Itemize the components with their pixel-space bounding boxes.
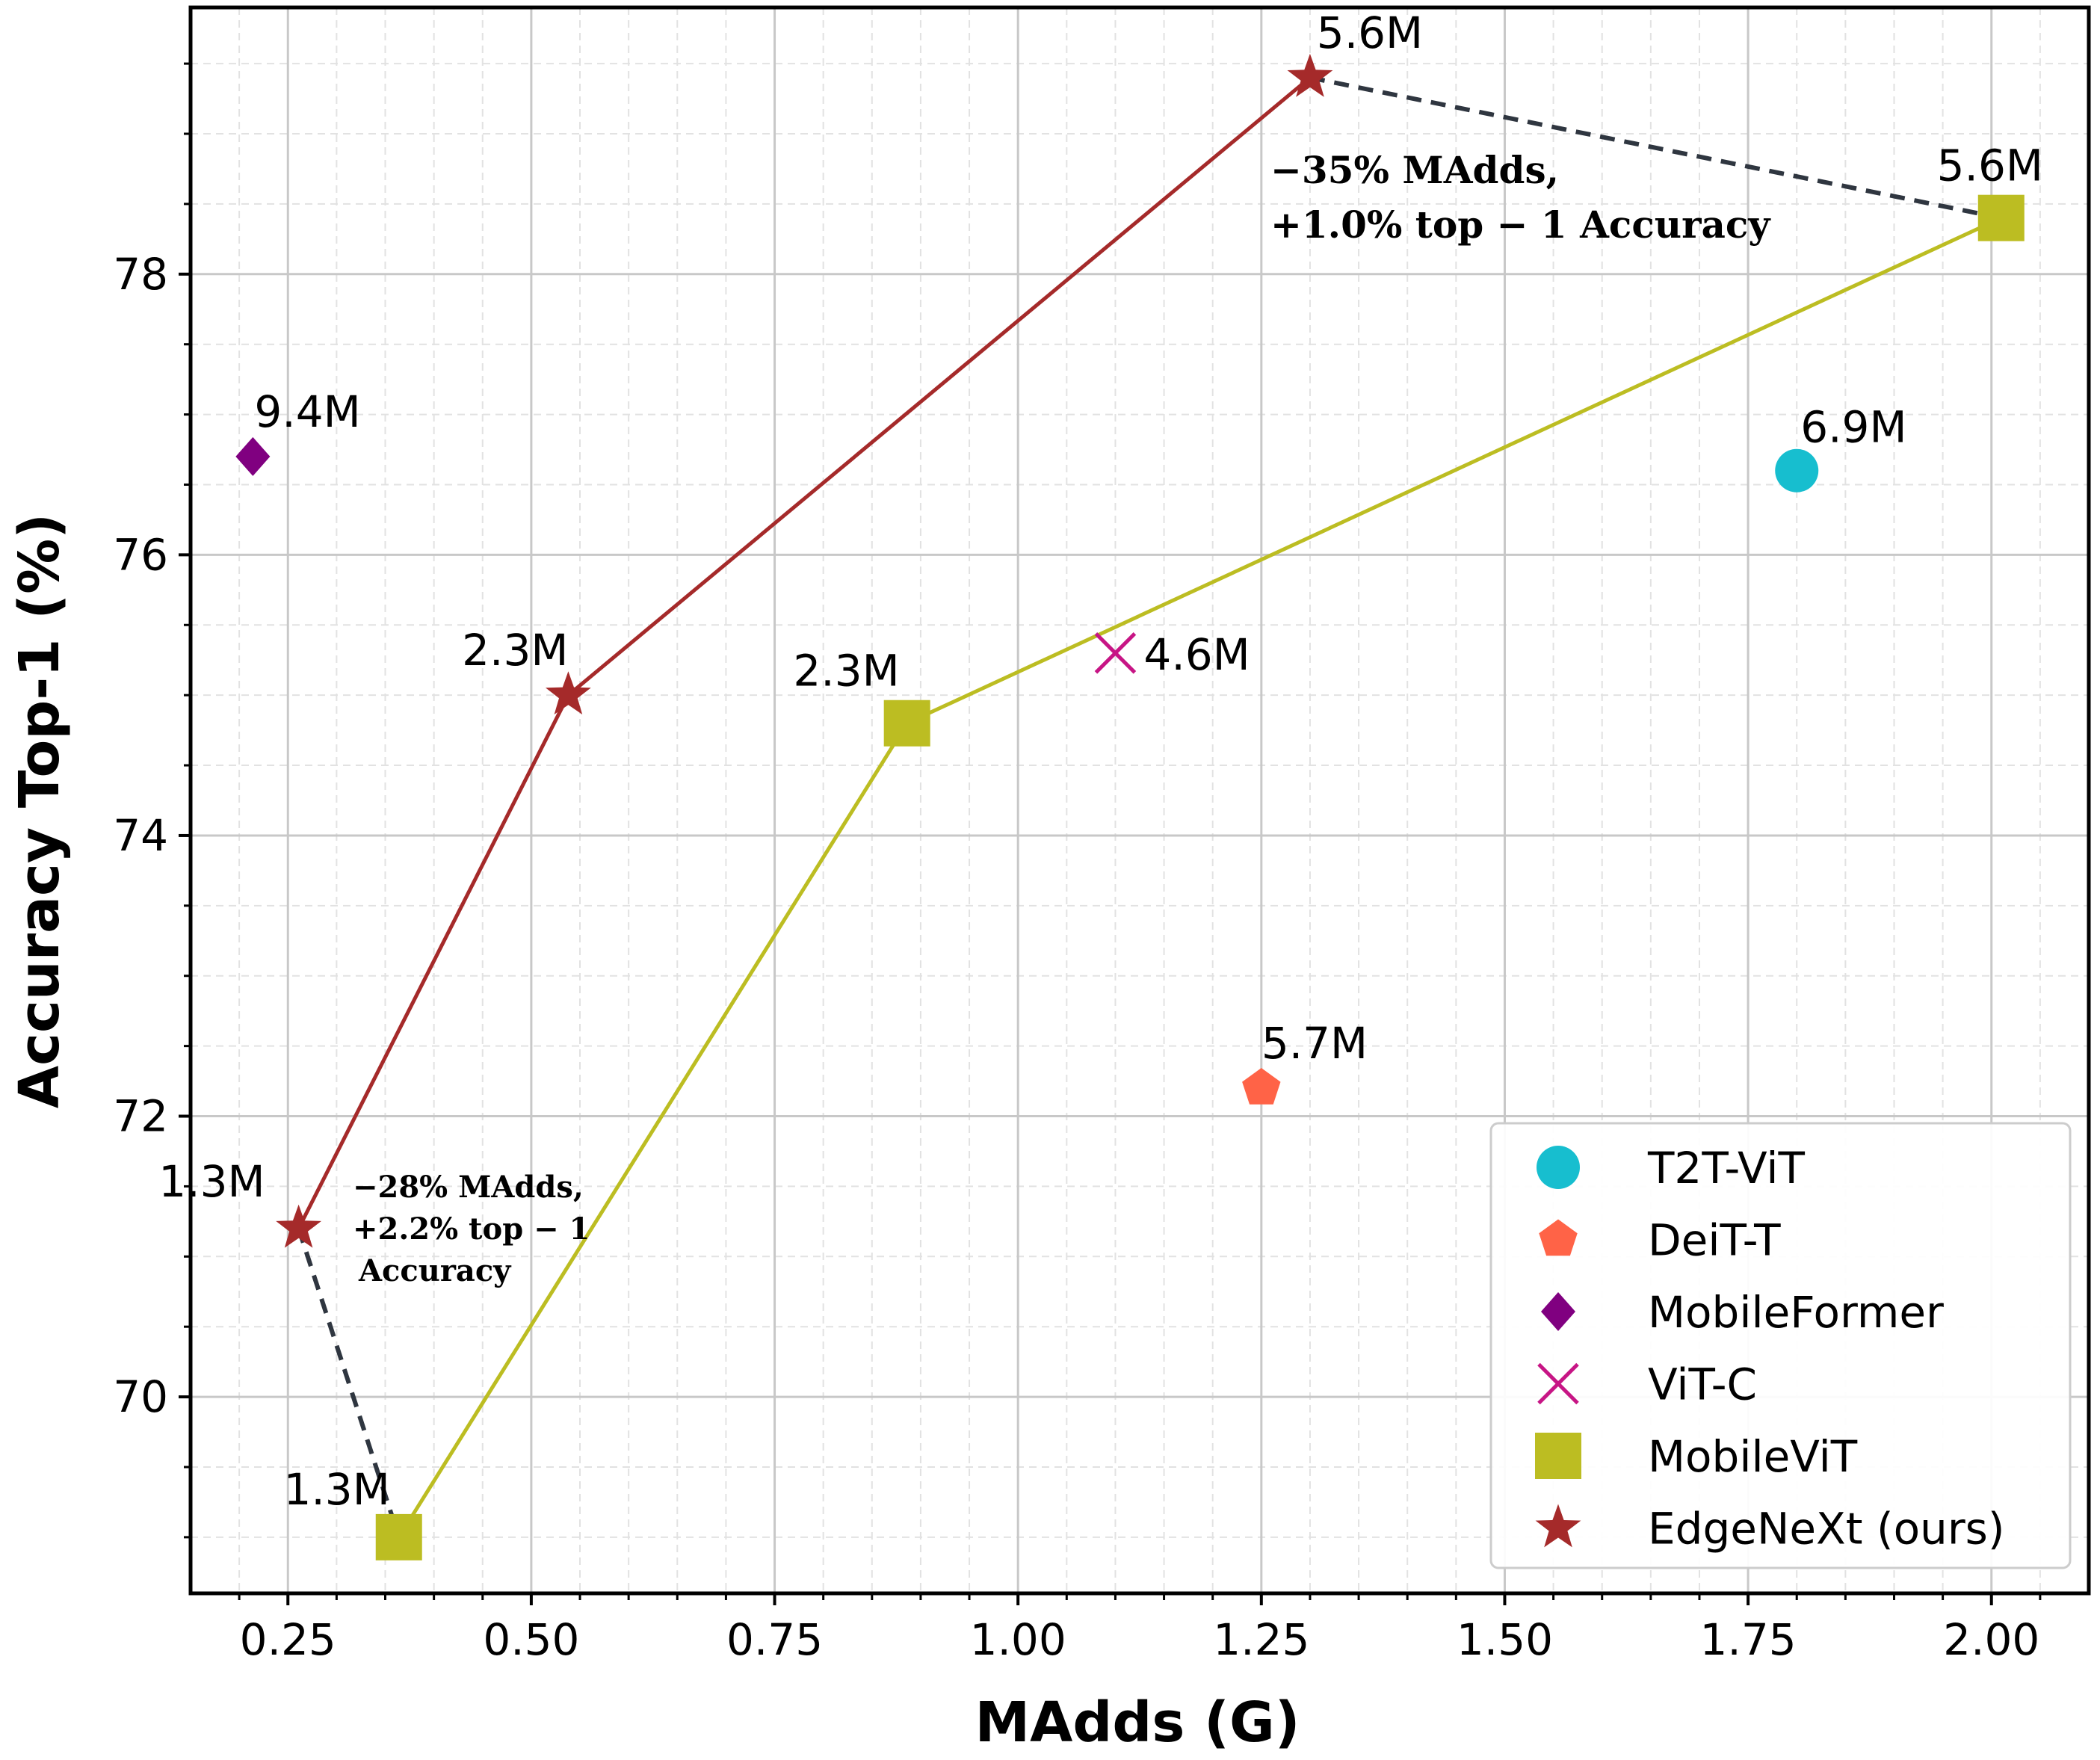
marker-star <box>1287 53 1333 97</box>
marker-star <box>1535 1504 1581 1548</box>
point-label: 5.7M <box>1261 1018 1368 1069</box>
legend-label: EdgeNeXt (ours) <box>1648 1504 2005 1554</box>
legend: T2T-ViT DeiT-T MobileFormer ViT-C MobileViT E… <box>1489 1122 2072 1569</box>
point-label: 2.3M <box>462 625 568 676</box>
major-grid <box>191 7 2089 1593</box>
legend-label: ViT-C <box>1648 1359 1757 1410</box>
legend-label: MobileViT <box>1648 1431 1858 1482</box>
x-tick-label: 0.75 <box>726 1614 823 1665</box>
legend-label: MobileFormer <box>1648 1287 1944 1338</box>
x-axis-ticks: 0.25 0.50 0.75 1.00 1.25 1.50 1.75 2.00 <box>238 1593 2042 1665</box>
point-label: 6.9M <box>1800 402 1906 453</box>
legend-label: T2T-ViT <box>1647 1143 1805 1194</box>
comparison-lines <box>296 75 2002 1538</box>
x-tick-label: 0.25 <box>240 1614 336 1665</box>
comparison-dashed-line <box>296 1227 401 1538</box>
annotation-line: +2.2% top − 1 <box>353 1211 590 1247</box>
x-tick-label: 2.00 <box>1943 1614 2039 1665</box>
annotation-top-right: −35% MAdds, +1.0% top − 1 Accuracy <box>1270 148 1771 247</box>
legend-box <box>1489 1122 2072 1569</box>
marker-square <box>1977 194 2025 241</box>
legend-label: DeiT-T <box>1648 1215 1781 1266</box>
annotation-line: −28% MAdds, <box>353 1170 584 1205</box>
marker-star <box>546 671 591 714</box>
point-label: 5.6M <box>1317 7 1423 58</box>
plot-frame <box>188 5 2091 1596</box>
marker-star <box>276 1204 321 1248</box>
marker-x-stroke <box>1537 1362 1579 1405</box>
marker-circle <box>1775 448 1819 493</box>
marker-square <box>375 1513 422 1560</box>
marker-x <box>1537 1362 1579 1405</box>
x-tick-label: 0.50 <box>483 1614 579 1665</box>
annotation-line: Accuracy <box>358 1253 512 1288</box>
point-label: 1.3M <box>158 1156 265 1207</box>
y-axis-title: Accuracy Top-1 (%) <box>7 513 72 1108</box>
marker-x <box>1094 632 1137 674</box>
axes-border <box>188 5 2091 1596</box>
y-tick-label: 74 <box>113 810 168 861</box>
marker-square <box>883 700 930 747</box>
marker-diamond <box>235 436 271 476</box>
y-tick-label: 72 <box>113 1091 168 1142</box>
point-label: 9.4M <box>254 386 360 437</box>
marker-square <box>1535 1433 1581 1479</box>
marker-pentagon <box>1539 1219 1578 1256</box>
y-axis-ticks: 70 72 74 76 78 <box>113 62 191 1539</box>
point-label: 1.3M <box>283 1464 389 1515</box>
point-label: 4.6M <box>1143 629 1250 680</box>
annotation-line: −35% MAdds, <box>1270 148 1559 192</box>
marker-circle <box>1537 1146 1580 1189</box>
point-labels: 6.9M 5.7M 9.4M 4.6M 1.3M 2.3M 5.6M 1.3M 2.3M 5.6M <box>158 7 2043 1515</box>
point-label: 2.3M <box>793 646 899 697</box>
marker-diamond <box>1541 1292 1575 1331</box>
data-markers <box>235 53 2025 1560</box>
annotation-line: +1.0% top − 1 Accuracy <box>1270 203 1771 247</box>
comparison-dashed-line <box>1309 75 2002 220</box>
point-label: 5.6M <box>1937 141 2043 191</box>
y-tick-label: 70 <box>113 1371 168 1422</box>
marker-x-stroke <box>1094 632 1137 674</box>
annotation-bottom-left: −28% MAdds, +2.2% top − 1 Accuracy <box>353 1170 590 1288</box>
x-tick-label: 1.75 <box>1700 1614 1797 1665</box>
x-tick-label: 1.25 <box>1213 1614 1309 1665</box>
x-tick-label: 1.00 <box>970 1614 1066 1665</box>
marker-pentagon <box>1242 1068 1281 1105</box>
x-axis-title: MAdds (G) <box>975 1690 1300 1755</box>
x-tick-label: 1.50 <box>1457 1614 1553 1665</box>
y-tick-label: 76 <box>113 529 168 580</box>
y-tick-label: 78 <box>113 249 168 300</box>
